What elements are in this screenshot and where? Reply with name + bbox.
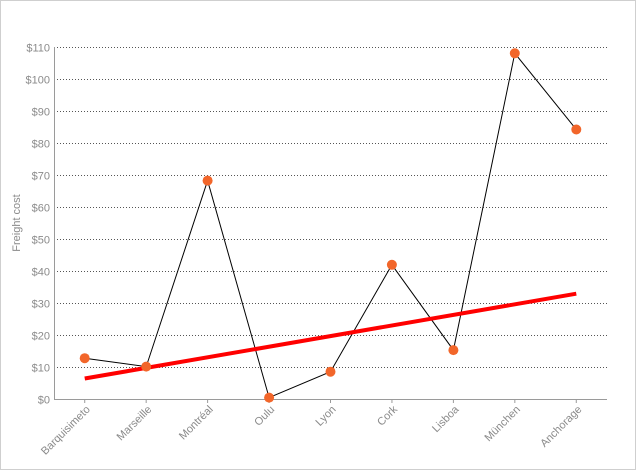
y-tick-label: $40: [32, 267, 50, 279]
y-tick-label: $60: [32, 203, 50, 215]
y-tick-label: $30: [32, 299, 50, 311]
data-point: [571, 124, 582, 135]
y-tick-label: $90: [32, 107, 50, 119]
axes: [54, 47, 607, 403]
x-tick-label: Cork: [375, 403, 400, 428]
y-tick-label: $10: [32, 363, 50, 375]
y-tick-label: $0: [38, 395, 50, 407]
trend-line: [84, 291, 577, 381]
y-tick-label: $100: [26, 75, 50, 87]
grid-lines: [54, 47, 607, 368]
data-point: [141, 361, 152, 372]
data-point: [325, 366, 336, 377]
data-point: [386, 259, 397, 270]
x-tick-label: Marseille: [115, 404, 155, 444]
markers: [79, 48, 582, 403]
x-tick-label: Montréal: [177, 404, 216, 443]
y-tick-labels: $0 $10 $20 $30 $40 $50 $60 $70 $80 $90 $100 $110: [26, 43, 50, 407]
data-point: [202, 175, 213, 186]
x-tick-label: Barquisimeto: [39, 404, 93, 458]
x-tick-label: Oulu: [252, 404, 277, 429]
data-point: [79, 353, 90, 364]
data-point: [264, 392, 275, 403]
y-tick-label: $70: [32, 171, 50, 183]
y-tick-label: $50: [32, 235, 50, 247]
data-point: [509, 48, 520, 59]
x-tick-labels: Barquisimeto Marseille Montréal Oulu Lyon Cor…: [39, 403, 584, 458]
series-line: [84, 52, 577, 399]
series-layer: [84, 52, 577, 399]
x-tick-label: Anchorage: [538, 404, 584, 450]
x-tick-label: Lyon: [314, 404, 339, 429]
x-tick-label: Lisboa: [430, 403, 462, 435]
y-tick-label: $20: [32, 331, 50, 343]
y-tick-label: $110: [26, 43, 50, 55]
y-axis-title: Freight cost: [11, 194, 23, 251]
trendline-layer: [84, 291, 577, 381]
x-tick-label: München: [482, 404, 522, 444]
data-point: [448, 345, 459, 356]
y-tick-label: $80: [32, 139, 50, 151]
